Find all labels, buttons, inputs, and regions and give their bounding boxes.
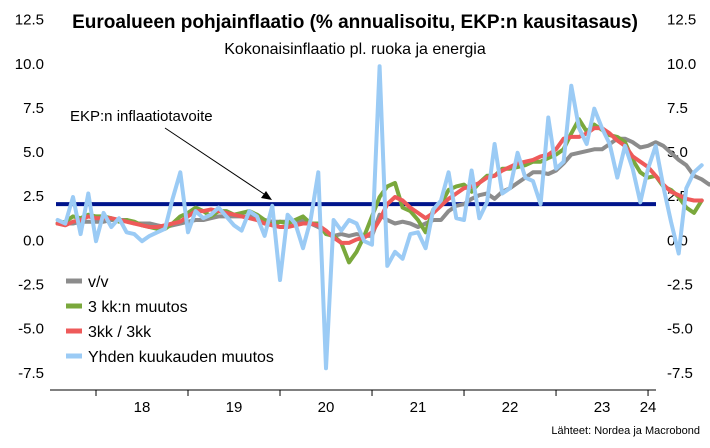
x-axis: 18 19 20 21 22 23 24 bbox=[95, 390, 657, 416]
x-tick-label: 18 bbox=[134, 399, 151, 416]
annotation-arrowhead bbox=[261, 191, 272, 200]
y-tick-label-left: 5.0 bbox=[23, 144, 44, 161]
legend: v/v 3 kk:n muutos 3kk / 3kk Yhden kuukauden… bbox=[66, 274, 274, 366]
x-tick-label: 20 bbox=[318, 399, 335, 416]
annotation-arrow bbox=[164, 127, 271, 199]
x-tick-label: 19 bbox=[226, 399, 243, 416]
x-tick-label: 21 bbox=[410, 399, 427, 416]
y-tick-label-left: 7.5 bbox=[23, 100, 44, 117]
y-tick-label-right: 10.0 bbox=[667, 56, 696, 73]
y-tick-label-right: 12.5 bbox=[667, 12, 696, 29]
y-tick-label-right: -2.5 bbox=[667, 277, 693, 294]
x-tick-label: 23 bbox=[594, 399, 611, 416]
legend-label: 3kk / 3kk bbox=[88, 324, 152, 341]
chart-subtitle: Kokonaisinflaatio pl. ruoka ja energia bbox=[224, 41, 486, 58]
target-annotation: EKP:n inflaatiotavoite bbox=[70, 108, 213, 125]
y-tick-label-left: -7.5 bbox=[18, 365, 44, 382]
y-tick-label-right: 7.5 bbox=[667, 100, 688, 117]
y-tick-label-left: 10.0 bbox=[15, 56, 44, 73]
y-tick-label-left: 2.5 bbox=[23, 188, 44, 205]
series-line bbox=[55, 64, 704, 371]
chart-title: Euroalueen pohjainflaatio (% annualisoit… bbox=[72, 12, 638, 33]
y-tick-label-right: 5.0 bbox=[667, 144, 688, 161]
y-tick-label-right: -7.5 bbox=[667, 365, 693, 382]
series-layer bbox=[55, 64, 710, 371]
legend-label: Yhden kuukauden muutos bbox=[88, 349, 274, 366]
y-axis-right: 12.510.07.55.02.50.0-2.5-5.0-7.5 bbox=[667, 12, 696, 382]
y-tick-label-left: 12.5 bbox=[15, 12, 44, 29]
legend-label: 3 kk:n muutos bbox=[88, 299, 188, 316]
x-tick-label: 22 bbox=[502, 399, 519, 416]
legend-label: v/v bbox=[88, 274, 108, 291]
y-tick-label-left: -5.0 bbox=[18, 321, 44, 338]
series-line bbox=[55, 117, 704, 265]
y-tick-label-right: -5.0 bbox=[667, 321, 693, 338]
y-tick-label-left: -2.5 bbox=[18, 277, 44, 294]
y-axis-left: 12.5 10.0 7.5 5.0 2.5 0.0 -2.5 -5.0 -7.5 bbox=[15, 12, 44, 382]
x-tick-label: 24 bbox=[640, 399, 657, 416]
source-note: Lähteet: Nordea ja Macrobond bbox=[551, 425, 700, 437]
y-tick-label-left: 0.0 bbox=[23, 232, 44, 249]
